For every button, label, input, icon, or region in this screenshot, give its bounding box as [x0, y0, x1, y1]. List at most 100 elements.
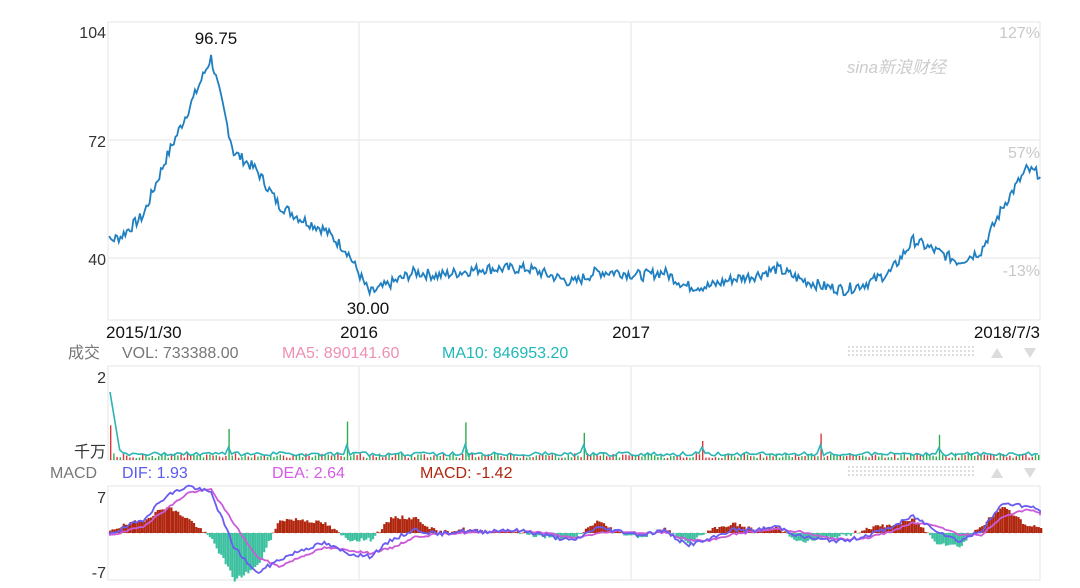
macd-bar — [926, 532, 929, 534]
volume-bar — [250, 457, 253, 460]
legend-dif: DIF: 1.93 — [122, 465, 188, 482]
volume-bar — [772, 456, 774, 460]
macd-bar — [213, 533, 216, 544]
legend-dot — [880, 350, 882, 352]
macd-bar — [822, 533, 825, 538]
volume-bar — [359, 453, 361, 460]
macd-bar — [1006, 508, 1009, 533]
legend-dot — [912, 350, 914, 352]
volume-bar — [609, 457, 611, 460]
volume-bar — [327, 454, 329, 460]
macd-bar — [211, 533, 214, 539]
macd-bar — [836, 533, 839, 539]
volume-bar — [833, 454, 835, 460]
macd-bar — [399, 519, 402, 533]
volume-bar — [743, 453, 745, 460]
volume-bar — [513, 455, 515, 460]
macd-bar — [335, 530, 338, 533]
macd-bar — [799, 533, 803, 541]
volume-bar — [324, 455, 326, 460]
legend-dot — [856, 470, 858, 472]
volume-bar — [983, 454, 985, 460]
volume-bar — [302, 457, 304, 460]
macd-bar — [727, 526, 730, 533]
macd-bar — [380, 529, 384, 533]
volume-bar — [330, 455, 333, 460]
legend-dot — [896, 346, 898, 348]
macd-bar — [707, 530, 710, 533]
legend-dot — [944, 346, 946, 348]
legend-dot — [924, 346, 926, 348]
volume-bar — [561, 457, 563, 460]
volume-bar — [801, 456, 803, 460]
macd-bar — [695, 533, 698, 538]
volume-bar — [964, 455, 966, 460]
macd-bar — [713, 527, 717, 533]
volume-bar — [554, 454, 557, 460]
volume-bar — [455, 457, 457, 460]
scroll-up-icon[interactable] — [991, 468, 1003, 478]
scroll-down-icon[interactable] — [1024, 348, 1036, 358]
legend-dot — [940, 470, 942, 472]
legend-dot — [892, 474, 894, 476]
volume-bar — [337, 453, 339, 460]
legend-vol: VOL: 733388.00 — [122, 345, 239, 362]
volume-bar — [708, 457, 710, 460]
volume-bar — [132, 457, 134, 460]
volume-bar — [580, 457, 582, 460]
macd-bar — [446, 531, 449, 533]
volume-bar — [938, 434, 941, 460]
volume-bar — [481, 454, 483, 460]
macd-bar — [172, 511, 175, 533]
legend-dot — [888, 466, 890, 468]
macd-bar — [410, 519, 413, 533]
volume-bar — [922, 455, 925, 460]
legend-dot — [972, 474, 974, 476]
legend-dot — [968, 474, 970, 476]
volume-panel-title: 成交 — [68, 344, 100, 362]
volume-bar — [874, 454, 877, 460]
macd-bar — [673, 533, 676, 534]
volume-bar — [382, 457, 384, 460]
macd-bar — [861, 530, 864, 533]
macd-bar — [224, 533, 227, 565]
volume-bar — [494, 453, 496, 460]
macd-bar — [156, 510, 159, 533]
macd-bar — [168, 507, 171, 533]
macd-bar — [129, 522, 132, 533]
macd-bar — [684, 533, 687, 542]
macd-bar — [849, 533, 852, 536]
legend-dot — [908, 354, 910, 356]
scroll-up-icon[interactable] — [991, 348, 1003, 358]
legend-dot — [872, 466, 874, 468]
x-tick-label: 2015/1/30 — [106, 323, 182, 342]
scroll-down-icon[interactable] — [1024, 468, 1036, 478]
volume-bar — [116, 456, 118, 460]
volume-bar — [1002, 454, 1005, 460]
macd-bar — [113, 529, 116, 533]
volume-bar — [266, 456, 269, 460]
volume-bar — [711, 458, 713, 460]
volume-bar — [1038, 454, 1040, 460]
volume-bar — [394, 454, 397, 460]
volume-bar — [238, 457, 240, 460]
dea-line — [108, 487, 1041, 569]
legend-dot — [848, 470, 850, 472]
volume-bar — [529, 457, 531, 460]
volume-bar — [122, 453, 125, 460]
macd-bar — [575, 533, 578, 537]
macd-bar — [915, 523, 918, 533]
macd-bar — [159, 509, 162, 533]
volume-bar — [977, 455, 979, 460]
macd-bar — [890, 526, 893, 533]
watermark-logo: sina新浪财经 — [847, 58, 948, 77]
macd-bar — [274, 528, 277, 533]
volume-bar — [980, 453, 982, 460]
legend-dot — [908, 470, 910, 472]
macd-bar — [1028, 526, 1031, 533]
volume-bar — [881, 455, 883, 460]
legend-dot — [848, 346, 850, 348]
legend-dot — [972, 350, 974, 352]
legend-dot — [864, 474, 866, 476]
macd-bar — [525, 533, 529, 535]
